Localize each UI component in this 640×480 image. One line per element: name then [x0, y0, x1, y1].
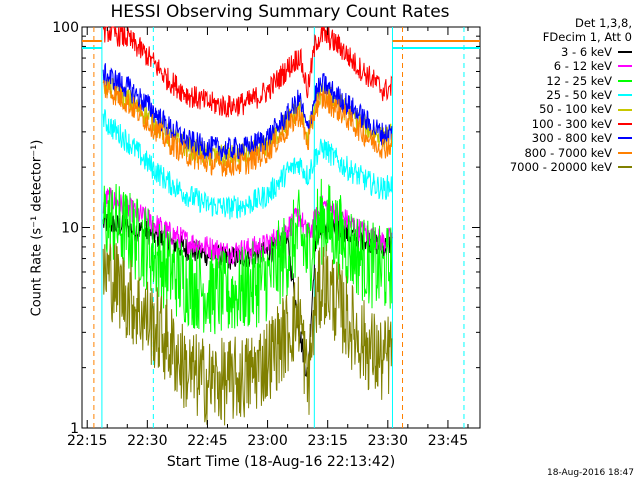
series-line-800-7000-kev: [102, 80, 393, 177]
legend-entry-swatch: [618, 151, 632, 154]
legend-entry: 25 - 50 keV: [510, 88, 632, 102]
legend-entry: 3 - 6 keV: [510, 45, 632, 59]
x-tick-label: 23:30: [368, 433, 408, 449]
series-line-6-12-kev: [102, 187, 393, 265]
series-line-300-800-kev: [102, 63, 393, 161]
legend-entry-swatch: [618, 108, 632, 111]
legend-entry-label: 300 - 800 keV: [531, 131, 612, 146]
legend-entry: 50 - 100 keV: [510, 102, 632, 116]
legend-entry-swatch: [618, 79, 632, 82]
series-line-100-300-kev: [102, 26, 393, 118]
legend-entry: 800 - 7000 keV: [510, 146, 632, 160]
x-tick-label: 22:30: [127, 433, 167, 449]
legend-entry: 300 - 800 keV: [510, 131, 632, 145]
y-tick-label: 1: [70, 421, 79, 437]
legend-entry-swatch: [618, 65, 632, 68]
x-tick-label: 23:00: [247, 433, 287, 449]
legend-entry: 100 - 300 keV: [510, 117, 632, 131]
y-tick-label: 10: [61, 221, 79, 237]
legend-entry-swatch: [618, 123, 632, 126]
series-line-7000-20000-kev: [102, 243, 393, 426]
legend-entry-swatch: [618, 51, 632, 54]
series-line-25-50-kev: [102, 109, 393, 220]
series-line-12-25-kev: [102, 178, 393, 335]
legend-entry-swatch: [618, 166, 632, 169]
legend-entry: 12 - 25 keV: [510, 74, 632, 88]
x-tick-label: 23:15: [308, 433, 348, 449]
x-tick-label: 23:45: [428, 433, 468, 449]
legend-entry-label: 6 - 12 keV: [553, 59, 612, 74]
chart-title: HESSI Observing Summary Count Rates: [110, 2, 450, 22]
legend-entry: 7000 - 20000 keV: [510, 160, 632, 174]
legend-entry-label: 12 - 25 keV: [546, 73, 612, 88]
legend-header-decimation: FDecim 1, Att 0: [542, 30, 632, 45]
y-axis-label: Count Rate (s⁻¹ detector⁻¹): [29, 139, 45, 317]
legend-entry-label: 800 - 7000 keV: [524, 145, 612, 160]
legend-entry-label: 50 - 100 keV: [539, 102, 612, 117]
legend-entry-label: 100 - 300 keV: [531, 116, 612, 131]
legend-header-detectors: Det 1,3,8,: [574, 16, 632, 30]
legend-entry: 6 - 12 keV: [510, 59, 632, 73]
y-tick-label: 100: [52, 20, 79, 36]
x-tick-label: 22:15: [67, 433, 107, 449]
legend-entry-label: 7000 - 20000 keV: [509, 160, 612, 175]
legend-entry-swatch: [618, 94, 632, 97]
legend-entry-label: 3 - 6 keV: [561, 44, 612, 59]
x-tick-label: 22:45: [187, 433, 227, 449]
legend-entry-swatch: [618, 137, 632, 140]
x-axis-label: Start Time (18-Aug-16 22:13:42): [166, 454, 396, 470]
plot-timestamp: 18-Aug-2016 18:47: [546, 468, 634, 478]
legend-entry-label: 25 - 50 keV: [546, 88, 612, 103]
legend-entries: 3 - 6 keV 6 - 12 keV 12 - 25 keV 25 - 50 ke…: [510, 45, 632, 175]
legend: Det 1,3,8, FDecim 1, Att 0 3 - 6 keV 6 - …: [510, 16, 632, 174]
